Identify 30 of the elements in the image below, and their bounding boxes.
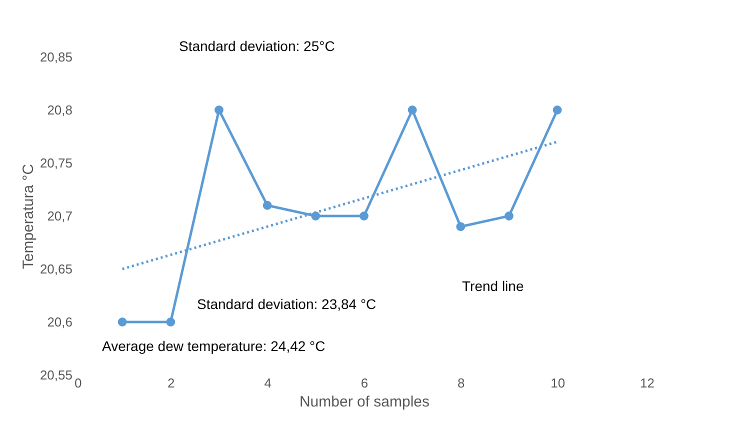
y-tick-label: 20,75 — [40, 156, 72, 170]
x-tick-label: 6 — [360, 376, 368, 390]
point — [456, 222, 466, 232]
y-tick-label: 20,8 — [47, 102, 72, 118]
annotation: Trend line — [462, 278, 524, 294]
x-tick-label: 4 — [264, 376, 272, 390]
point — [504, 212, 514, 220]
point — [408, 106, 417, 114]
point — [311, 212, 320, 220]
y-tick-label: 20,65 — [40, 262, 72, 276]
point — [552, 106, 562, 114]
y-tick-label: 20,55 — [40, 368, 72, 382]
x-tick-label: 0 — [74, 376, 82, 390]
point — [166, 318, 176, 326]
x-tick-label: 8 — [458, 376, 465, 390]
text: Standard deviation: 25°C — [179, 38, 335, 54]
annotation: Standard deviation: 23,84 °C — [197, 296, 376, 312]
y-axis-title: Temperatura °C — [20, 164, 37, 270]
x-tick-label: 2 — [168, 376, 175, 390]
annotation: Average dew temperature: 24,42 °C — [102, 338, 326, 354]
y-tick-label: 20,7 — [47, 208, 72, 224]
point — [262, 200, 272, 210]
y-tick-label: 20,6 — [47, 314, 72, 330]
point — [118, 318, 127, 326]
x-tick-label: 10 — [550, 376, 566, 390]
point — [214, 106, 224, 114]
x-axis-title: Number of samples — [299, 394, 430, 410]
x-tick-label: 12 — [640, 376, 654, 390]
y-tick-label: 20,85 — [40, 50, 72, 64]
point — [360, 212, 368, 220]
